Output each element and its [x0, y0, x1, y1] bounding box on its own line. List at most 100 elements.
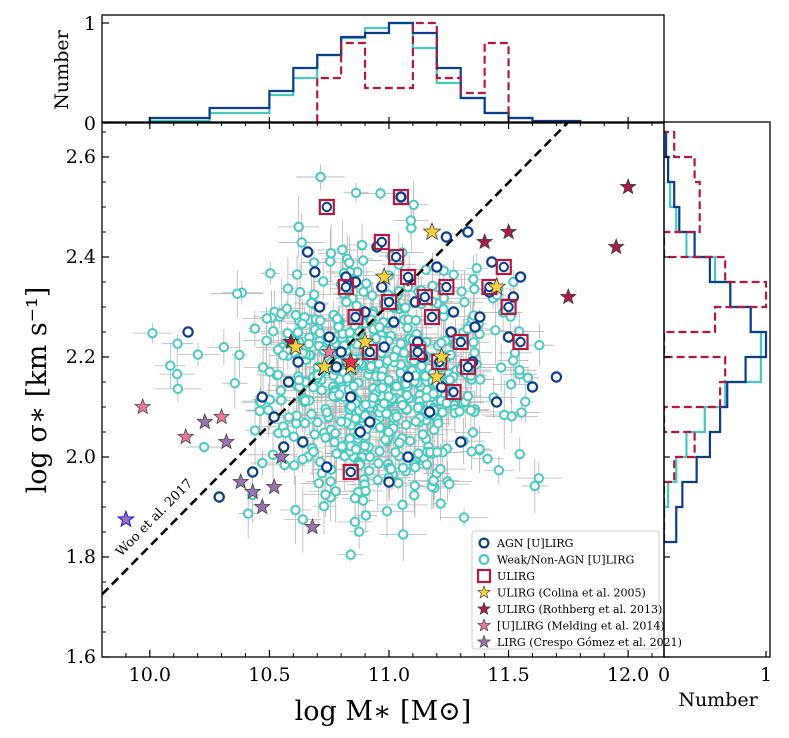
agn-point	[550, 371, 563, 383]
weak-agn-point	[334, 389, 345, 400]
weak-agn-point	[272, 369, 284, 381]
colina-star	[487, 276, 507, 296]
right-histogram: 0 1 Number	[658, 121, 772, 711]
weak-agn-point	[420, 371, 431, 382]
weak-agn-point	[413, 448, 424, 459]
melding-star	[213, 407, 231, 425]
right-hist-ulirg	[664, 130, 768, 542]
weak-agn-point	[378, 398, 390, 409]
crespo-star	[196, 412, 214, 430]
ulirg-square	[388, 248, 405, 266]
weak-agn-point	[438, 304, 449, 315]
weak-agn-point	[232, 288, 243, 299]
weak-agn-point	[400, 419, 412, 430]
ulirg-inner-point	[455, 336, 466, 348]
agn-point	[182, 326, 194, 338]
weak-agn-point	[438, 293, 450, 304]
weak-agn-point	[493, 465, 505, 476]
weak-agn-point	[265, 268, 276, 279]
weak-agn-point	[290, 309, 302, 321]
weak-agn-point	[432, 418, 444, 429]
main-plot-frame	[101, 121, 665, 658]
weak-agn-point	[427, 280, 438, 292]
y-tick-label: 2.0	[66, 446, 96, 468]
y-tick-label: 2.2	[66, 346, 96, 368]
weak-agn-point	[533, 472, 545, 484]
weak-agn-point	[375, 188, 386, 199]
weak-agn-point	[475, 374, 486, 385]
weak-agn-point	[374, 446, 385, 457]
melding-star	[177, 428, 195, 445]
agn-point	[474, 311, 486, 323]
agn-point	[309, 266, 321, 278]
weak-agn-point	[368, 392, 379, 404]
weak-agn-point	[172, 338, 183, 349]
weak-agn-point	[308, 381, 319, 393]
ulirg-square	[380, 293, 398, 311]
weak-agn-point	[308, 257, 320, 268]
agn-point	[423, 406, 436, 418]
weak-agn-point	[282, 283, 294, 294]
ulirg-inner-point	[402, 271, 414, 283]
weak-agn-point	[514, 364, 525, 376]
colina-star	[374, 266, 394, 286]
agn-point	[440, 231, 453, 243]
weak-agn-point	[336, 441, 348, 452]
agn-point	[268, 411, 280, 423]
ulirg-square	[416, 288, 433, 306]
weak-agn-point	[249, 425, 261, 436]
ulirg-square	[512, 333, 529, 351]
weak-agn-point	[218, 342, 230, 353]
legend-label: AGN [U]LIRG	[496, 537, 573, 550]
x-tick-label: 10.5	[248, 664, 290, 686]
right-x-tick-label: 0	[658, 664, 670, 686]
weak-agn-point	[312, 417, 323, 428]
weak-agn-point	[410, 416, 421, 427]
weak-agn-point	[229, 378, 241, 389]
weak-agn-point	[436, 337, 447, 349]
right-hist-weak	[664, 130, 762, 542]
ulirg-inner-point	[350, 311, 361, 323]
ulirg-square	[400, 268, 417, 286]
weak-agn-point	[390, 447, 401, 458]
weak-agn-point	[462, 390, 474, 402]
ulirg-square	[500, 298, 517, 316]
melding-star	[320, 343, 338, 360]
ulirg-inner-point	[441, 281, 452, 293]
top-histogram-frame	[101, 14, 665, 124]
weak-agn-point	[242, 508, 254, 519]
weak-agn-point	[441, 397, 452, 409]
weak-agn-point	[437, 407, 448, 418]
ulirg-inner-point	[515, 336, 526, 348]
ulirg-inner-point	[383, 296, 395, 308]
agn-point	[345, 391, 357, 403]
weak-agn-point	[172, 383, 184, 395]
agn-point	[455, 436, 467, 448]
weak-agn-point	[360, 510, 372, 521]
weak-agn-point	[320, 432, 331, 443]
weak-agn-point	[534, 339, 545, 351]
weak-agn-point	[404, 435, 416, 447]
weak-agn-point	[469, 283, 480, 295]
y-tick-label: 1.8	[66, 546, 96, 568]
agn-point	[378, 341, 390, 353]
weak-agn-point	[357, 255, 369, 266]
y-tick-label: 1.6	[66, 646, 96, 668]
ulirg-inner-point	[448, 386, 459, 398]
rothberg-star	[476, 232, 494, 250]
weak-agn-point	[349, 516, 361, 528]
crespo-star	[303, 517, 322, 535]
crespo-star	[272, 447, 290, 465]
weak-agn-point	[282, 328, 293, 339]
weak-agn-point	[385, 463, 397, 475]
weak-agn-point	[508, 276, 519, 288]
weak-agn-point	[353, 526, 365, 537]
weak-agn-point	[391, 411, 402, 422]
weak-agn-point	[394, 437, 405, 448]
top-y-tick-label: 1	[84, 13, 96, 35]
legend-marker-star	[476, 601, 492, 616]
agn-point	[462, 226, 474, 238]
agn-point	[278, 441, 290, 453]
legend: AGN [U]LIRG Weak/Non-AGN [U]LIRG ULIRG ULIR…	[471, 530, 682, 650]
weak-agn-point	[393, 477, 404, 489]
